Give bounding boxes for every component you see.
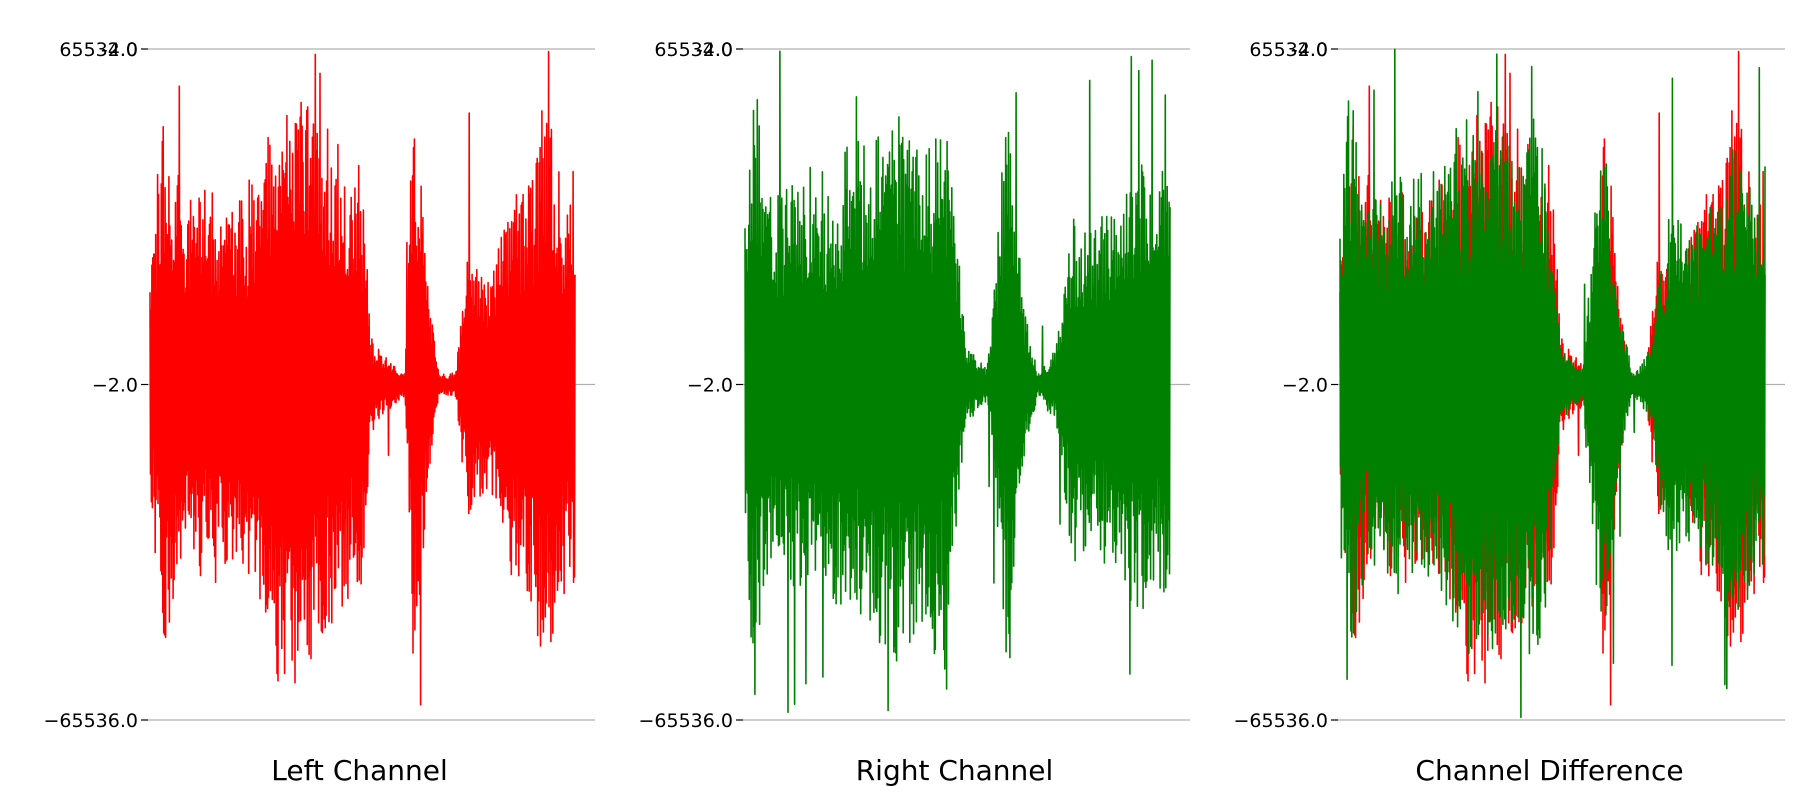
- panel-1: 65534.0-2.0 −2.0 −65536.0 Left Channel: [44, 39, 595, 787]
- y-tick-label: -2.0: [101, 39, 138, 61]
- y-tick-label: -2.0: [1291, 39, 1328, 61]
- y-tick-label: −2.0: [92, 375, 138, 397]
- series-waveform-1: [149, 50, 576, 706]
- panel-title: Left Channel: [271, 754, 448, 787]
- y-tick-label: −2.0: [1282, 375, 1328, 397]
- panel-2: 65534.0-2.0 −2.0 −65536.0 Right Channel: [639, 39, 1190, 787]
- series-waveform-1: [744, 50, 1171, 713]
- y-tick-label: −65536.0: [1234, 710, 1329, 732]
- y-tick-label: 65534.0: [1249, 39, 1328, 61]
- y-tick-label: −2.0: [687, 375, 733, 397]
- y-tick-label: 65534.0: [654, 39, 733, 61]
- y-tick-label: −65536.0: [44, 710, 139, 732]
- panel-title: Channel Difference: [1415, 754, 1683, 787]
- y-tick-label: 65534.0: [59, 39, 138, 61]
- series-waveform-2: [1339, 48, 1766, 719]
- y-tick-label: −65536.0: [639, 710, 734, 732]
- panel-3: 65534.0-2.0 −2.0 −65536.0 Channel Differenc…: [1234, 39, 1785, 787]
- y-tick-label: -2.0: [696, 39, 733, 61]
- panel-title: Right Channel: [856, 754, 1054, 787]
